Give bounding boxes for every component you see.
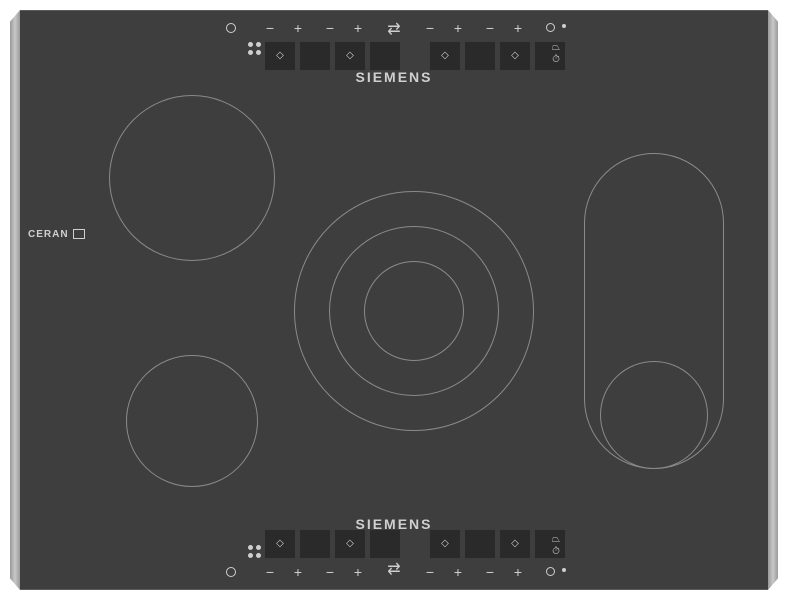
function-icon[interactable] xyxy=(546,23,555,32)
plus-button[interactable]: + xyxy=(294,565,302,579)
cooktop-product-image: { "frame":{"x":10,"y":10,"w":768,"h":580… xyxy=(0,0,788,600)
zone-select-icon[interactable]: ◇ xyxy=(511,51,519,61)
center-function-icon[interactable]: ⇄ xyxy=(387,22,400,38)
minus-button[interactable]: − xyxy=(486,565,494,579)
plus-button[interactable]: + xyxy=(514,565,522,579)
brand-logo-top: SIEMENS xyxy=(355,69,432,85)
plus-button[interactable]: + xyxy=(294,21,302,35)
zone-select-icon[interactable]: ◇ xyxy=(276,539,284,549)
minus-button[interactable]: − xyxy=(266,21,274,35)
edge-highlight-bottom xyxy=(20,589,768,590)
lock-icon[interactable]: ⏢ xyxy=(552,43,560,53)
minus-button[interactable]: − xyxy=(486,21,494,35)
power-button[interactable] xyxy=(226,23,236,33)
indicator-dot xyxy=(256,545,261,550)
indicator-dot xyxy=(256,50,261,55)
lock-icon[interactable]: ⏢ xyxy=(552,535,560,545)
display-pad xyxy=(300,530,330,558)
display-pad xyxy=(300,42,330,70)
steel-trim-left xyxy=(10,10,20,590)
plus-button[interactable]: + xyxy=(454,565,462,579)
ceran-box-icon xyxy=(73,229,85,239)
timer-icon[interactable]: ⏱ xyxy=(552,547,560,557)
indicator-dot xyxy=(248,42,253,47)
indicator-dot xyxy=(248,50,253,55)
plus-button[interactable]: + xyxy=(514,21,522,35)
zone-select-icon[interactable]: ◇ xyxy=(346,539,354,549)
display-pad xyxy=(465,530,495,558)
minus-button[interactable]: − xyxy=(426,565,434,579)
function-icon[interactable] xyxy=(546,567,555,576)
plus-button[interactable]: + xyxy=(354,565,362,579)
minus-button[interactable]: − xyxy=(426,21,434,35)
indicator-dot xyxy=(248,545,253,550)
ceran-mark: CERAN xyxy=(28,229,85,240)
ceran-text: CERAN xyxy=(28,229,69,240)
display-pad xyxy=(465,42,495,70)
zone-bottom-left xyxy=(126,355,258,487)
minus-button[interactable]: − xyxy=(266,565,274,579)
timer-icon[interactable]: ⏱ xyxy=(552,55,560,65)
display-pad xyxy=(370,42,400,70)
zone-select-icon[interactable]: ◇ xyxy=(276,51,284,61)
steel-trim-right xyxy=(768,10,778,590)
plus-button[interactable]: + xyxy=(454,21,462,35)
zone-center-inner xyxy=(364,261,464,361)
power-button[interactable] xyxy=(226,567,236,577)
zone-select-icon[interactable]: ◇ xyxy=(511,539,519,549)
edge-highlight-top xyxy=(20,10,768,11)
zone-select-icon[interactable]: ◇ xyxy=(346,51,354,61)
indicator-dot xyxy=(256,42,261,47)
center-function-icon[interactable]: ⇄ xyxy=(387,562,400,578)
display-pad xyxy=(535,530,565,558)
zone-select-icon[interactable]: ◇ xyxy=(441,539,449,549)
minus-button[interactable]: − xyxy=(326,21,334,35)
zone-top-left xyxy=(109,95,275,261)
indicator-dot xyxy=(248,553,253,558)
display-pad xyxy=(370,530,400,558)
minus-button[interactable]: − xyxy=(326,565,334,579)
plus-button[interactable]: + xyxy=(354,21,362,35)
indicator-dot xyxy=(562,24,566,28)
indicator-dot xyxy=(256,553,261,558)
display-pad xyxy=(535,42,565,70)
zone-right-inner xyxy=(600,361,708,469)
zone-select-icon[interactable]: ◇ xyxy=(441,51,449,61)
indicator-dot xyxy=(562,568,566,572)
